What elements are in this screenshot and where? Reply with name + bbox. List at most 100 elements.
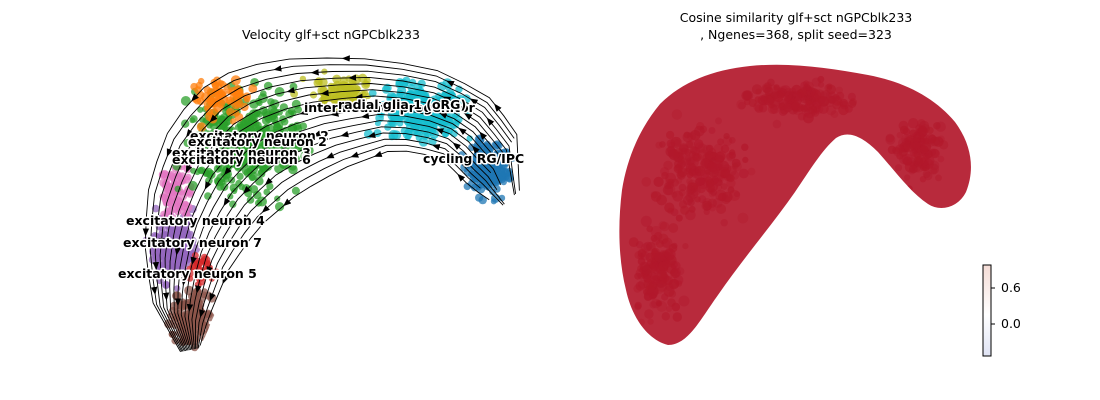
cell-point-excitatory-neuron-6 — [159, 193, 167, 201]
cell-point-excitatory-neuron-2 — [229, 183, 239, 193]
cell-point-radial-glia-1-org- — [392, 106, 403, 116]
cosine-point — [686, 178, 693, 185]
cosine-point — [914, 132, 925, 143]
cluster-label-radial-glia: radial glia 1 (oRG) — [338, 97, 466, 112]
cluster-label-excitatory-neuron-5: excitatory neuron 5 — [118, 266, 257, 281]
cosine-point — [687, 140, 695, 149]
cell-point-excitatory-neuron-2 — [291, 186, 300, 195]
cell-point-excitatory-neuron-4 — [177, 256, 188, 267]
cosine-point — [922, 170, 931, 179]
colorbar: 0.6 0.0 — [982, 264, 1021, 357]
cosine-point — [684, 154, 692, 162]
cosine-point — [641, 177, 652, 187]
cosine-point — [671, 302, 681, 312]
cell-point-excitatory-neuron-2 — [246, 196, 255, 204]
cosine-point — [670, 208, 679, 217]
cell-point-excitatory-neuron-2 — [215, 163, 222, 170]
cosine-point — [658, 221, 667, 230]
cell-point-excitatory-neuron-2 — [241, 184, 251, 193]
cosine-point — [643, 275, 652, 283]
cosine-point — [664, 248, 676, 260]
cosine-point — [669, 260, 678, 269]
cell-point-radial-glia-1-org- — [421, 131, 430, 140]
cosine-point — [717, 138, 724, 146]
cosine-point — [685, 192, 696, 203]
cosine-point — [656, 194, 667, 206]
cosine-point — [741, 143, 749, 151]
cell-point-excitatory-neuron-2 — [207, 135, 215, 143]
cosine-point — [663, 285, 675, 297]
cosine-point — [675, 177, 683, 184]
cell-point-excitatory-neuron-3 — [205, 108, 214, 116]
cosine-point — [639, 261, 649, 271]
cell-point-excitatory-neuron-3 — [198, 77, 205, 85]
cell-point-excitatory-neuron-2 — [243, 168, 253, 178]
cosine-point — [668, 149, 680, 161]
cosine-point — [720, 183, 728, 190]
cosine-point — [751, 84, 763, 95]
cosine-point — [898, 137, 909, 149]
cell-point-excitatory-neuron-7 — [186, 275, 194, 282]
colorbar-tick-0.6: 0.6 — [1001, 280, 1021, 295]
cosine-point — [917, 119, 926, 128]
cosine-point — [836, 91, 845, 100]
cosine-point — [901, 134, 912, 145]
cosine-point — [732, 161, 742, 172]
cell-point-excitatory-neuron-2 — [180, 96, 191, 106]
streamline — [144, 57, 520, 353]
cosine-point — [678, 183, 687, 192]
cosine-point — [668, 142, 675, 149]
cluster-label-cycling-rg-ipc: cycling RG/IPC — [423, 151, 524, 166]
cell-point-excitatory-neuron-2 — [197, 167, 204, 174]
velocity-panel: Velocity glf+sct nGPCblk233 intermediate… — [117, 27, 526, 353]
cell-point-intermediate-progenitor — [332, 74, 342, 84]
cosine-point — [933, 122, 941, 130]
cosine-point — [668, 223, 679, 233]
streamline — [164, 83, 515, 352]
cosine-point — [796, 89, 806, 99]
cosine-point — [919, 157, 929, 167]
cosine-point — [847, 92, 856, 101]
cosine-point — [811, 108, 818, 116]
cell-point-excitatory-neuron-6 — [182, 200, 189, 207]
cell-point-excitatory-neuron-5 — [204, 329, 214, 339]
cosine-point — [912, 134, 921, 143]
cosine-point — [704, 151, 714, 160]
cell-point-radial-glia-1-org- — [420, 90, 427, 97]
cell-point-radial-glia-1-org- — [381, 85, 391, 94]
cosine-point — [738, 101, 746, 110]
cosine-point — [650, 226, 662, 237]
cosine-point — [896, 152, 904, 160]
cosine-point — [906, 185, 913, 192]
cosine-point — [695, 166, 702, 173]
streamline — [159, 76, 517, 352]
cosine-point — [910, 137, 921, 149]
cell-point-radial-glia-1-org- — [437, 81, 447, 91]
cell-point-excitatory-neuron-2 — [252, 124, 262, 134]
cell-point-excitatory-neuron-4 — [150, 232, 160, 241]
cosine-point — [658, 233, 669, 244]
cosine-point — [714, 154, 724, 164]
cell-point-excitatory-neuron-2 — [279, 115, 287, 123]
cosine-point — [666, 130, 675, 140]
cosine-point — [722, 136, 733, 147]
cell-point-excitatory-neuron-3 — [248, 84, 258, 94]
cosine-point — [727, 186, 735, 194]
cell-point-excitatory-neuron-5 — [189, 296, 200, 306]
cluster-label-excitatory-neuron-6: excitatory neuron 6 — [172, 152, 311, 167]
cell-point-excitatory-neuron-2 — [174, 185, 182, 193]
cosine-point — [909, 164, 918, 174]
cosine-point — [767, 78, 775, 87]
cosine-point — [810, 89, 822, 101]
cell-point-intermediate-progenitor — [361, 80, 371, 89]
cosine-point — [909, 129, 918, 138]
cosine-point — [707, 162, 718, 172]
cosine-point — [633, 284, 642, 293]
cell-point-excitatory-neuron-2 — [183, 139, 192, 147]
cell-point-radial-glia-1-org- — [428, 136, 437, 146]
cell-point-excitatory-neuron-4 — [174, 285, 181, 292]
cosine-point — [677, 156, 685, 164]
cosine-point — [772, 119, 782, 129]
cosine-point — [736, 99, 747, 110]
cell-point-excitatory-neuron-3 — [214, 88, 222, 96]
